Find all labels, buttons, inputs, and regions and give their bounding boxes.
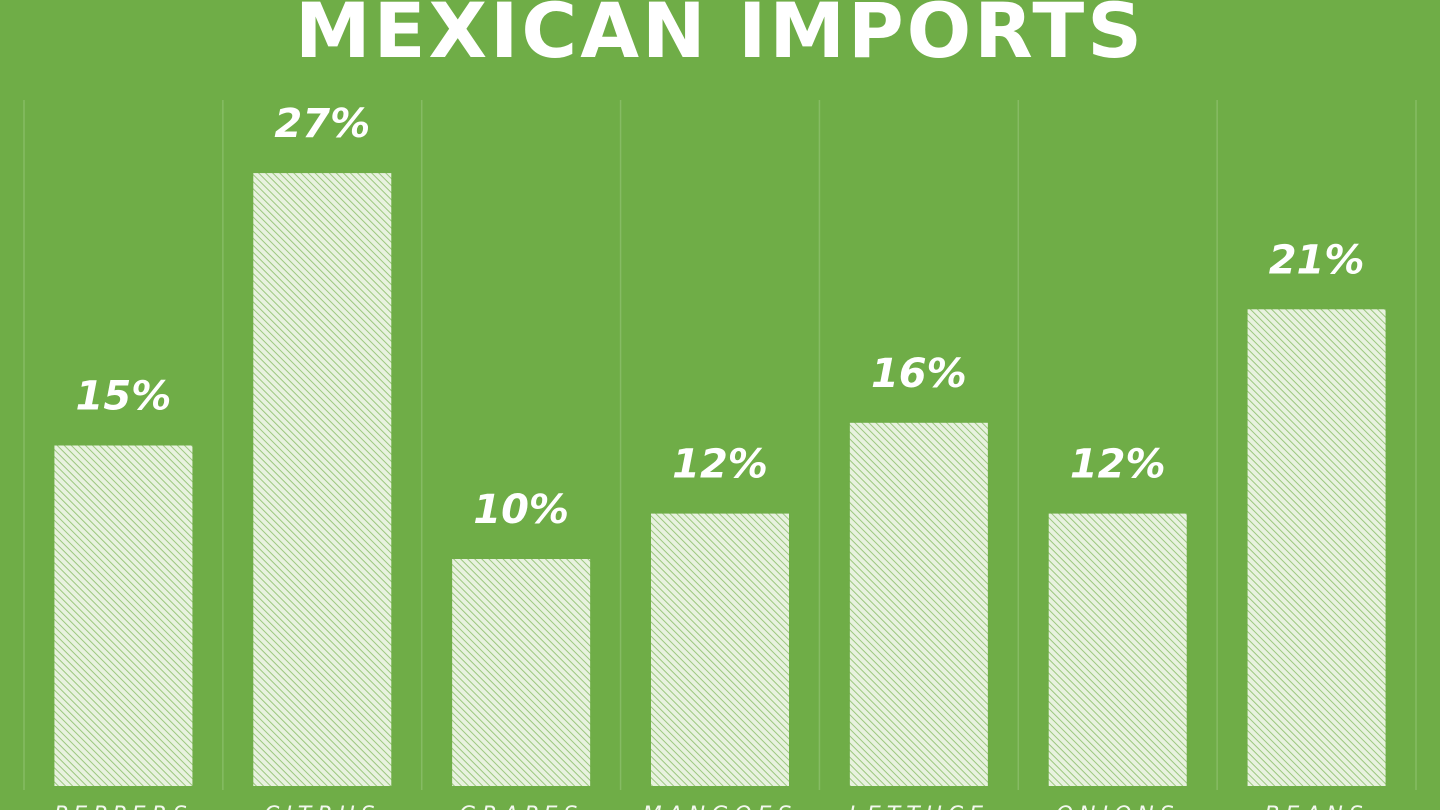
- category-label: BEANS: [1264, 803, 1368, 810]
- category-label: LETTUCE: [849, 803, 989, 810]
- category-label: MANGOES: [643, 803, 798, 810]
- bars: [54, 173, 1386, 787]
- bar-beans: [1247, 309, 1386, 786]
- category-label: GRAPES: [459, 803, 584, 810]
- bar-grapes: [452, 559, 591, 786]
- bar-citrus: [253, 173, 392, 787]
- value-labels: 15% 27% 10% 12% 16% 12% 21%: [76, 101, 1365, 533]
- value-label: 27%: [274, 101, 370, 147]
- bar-peppers: [54, 445, 193, 786]
- category-labels: PEPPERS CITRUS GRAPES MANGOES LETTUCE ONIONS B…: [54, 803, 1368, 810]
- value-label: 12%: [672, 442, 768, 488]
- category-label: ONIONS: [1056, 803, 1180, 810]
- bar-lettuce: [849, 422, 988, 786]
- category-label: CITRUS: [264, 803, 381, 810]
- bar-mangoes: [651, 513, 789, 786]
- value-label: 21%: [1269, 237, 1365, 283]
- value-label: 10%: [473, 487, 569, 533]
- value-label: 15%: [76, 374, 172, 420]
- category-label: PEPPERS: [54, 803, 193, 810]
- chart-title: MEXICAN IMPORTS: [295, 0, 1145, 75]
- value-label: 12%: [1070, 442, 1166, 488]
- grid-dividers: [23, 100, 1417, 790]
- bar-onions: [1048, 513, 1187, 786]
- value-label: 16%: [871, 351, 967, 397]
